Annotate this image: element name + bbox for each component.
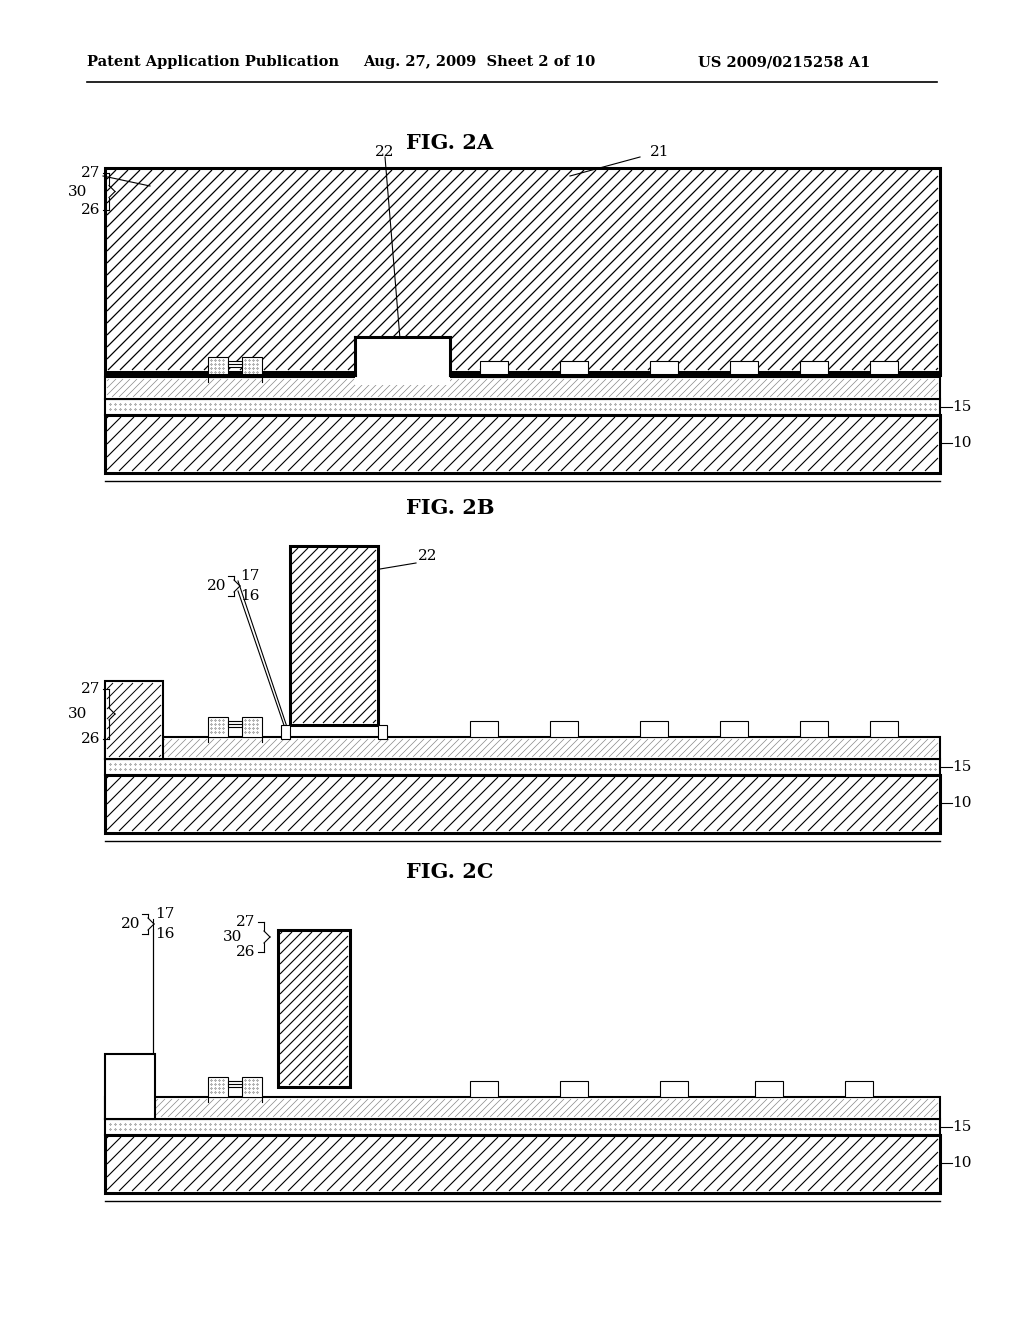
Bar bbox=[660, 1081, 688, 1097]
Bar bbox=[105, 1053, 155, 1119]
Text: 20: 20 bbox=[121, 917, 140, 931]
Bar bbox=[550, 721, 578, 737]
Bar bbox=[242, 717, 262, 737]
Bar bbox=[208, 1077, 228, 1097]
Text: FIG. 2B: FIG. 2B bbox=[406, 498, 495, 517]
Text: 20: 20 bbox=[207, 579, 226, 593]
Bar bbox=[105, 1097, 940, 1119]
Text: 16: 16 bbox=[155, 927, 174, 941]
Text: FIG. 2A: FIG. 2A bbox=[407, 133, 494, 153]
Text: 21: 21 bbox=[650, 145, 670, 158]
Text: 15: 15 bbox=[952, 760, 972, 774]
Text: Patent Application Publication: Patent Application Publication bbox=[87, 55, 339, 69]
Bar bbox=[105, 737, 940, 759]
Text: 17: 17 bbox=[155, 907, 174, 921]
Text: 30: 30 bbox=[68, 185, 87, 198]
Bar bbox=[480, 360, 508, 378]
Text: 22: 22 bbox=[375, 145, 394, 158]
Bar bbox=[228, 1081, 242, 1086]
Bar bbox=[105, 1135, 940, 1193]
Bar bbox=[105, 168, 940, 372]
Bar bbox=[800, 360, 828, 378]
Bar bbox=[560, 1081, 588, 1097]
Bar bbox=[560, 360, 588, 378]
Bar bbox=[650, 360, 678, 378]
Text: 26: 26 bbox=[236, 945, 255, 960]
Bar bbox=[290, 546, 378, 725]
Text: Aug. 27, 2009  Sheet 2 of 10: Aug. 27, 2009 Sheet 2 of 10 bbox=[362, 55, 595, 69]
Bar bbox=[640, 721, 668, 737]
Text: 10: 10 bbox=[952, 1156, 972, 1170]
Bar bbox=[278, 931, 350, 1086]
Text: 17: 17 bbox=[240, 569, 259, 583]
Bar bbox=[242, 356, 262, 378]
Bar bbox=[105, 759, 940, 775]
Text: 26: 26 bbox=[81, 203, 100, 216]
Text: 26: 26 bbox=[81, 733, 100, 746]
Bar bbox=[105, 681, 163, 759]
Bar bbox=[228, 721, 242, 727]
Text: 30: 30 bbox=[68, 708, 87, 721]
Bar bbox=[228, 360, 242, 367]
Text: 27: 27 bbox=[81, 682, 100, 696]
Bar bbox=[281, 725, 290, 739]
Text: US 2009/0215258 A1: US 2009/0215258 A1 bbox=[698, 55, 870, 69]
Bar bbox=[470, 1081, 498, 1097]
Text: 16: 16 bbox=[240, 589, 259, 603]
Text: 27: 27 bbox=[236, 915, 255, 929]
Bar bbox=[208, 356, 228, 378]
Bar bbox=[355, 337, 450, 385]
Bar bbox=[720, 721, 748, 737]
Bar bbox=[870, 721, 898, 737]
Bar bbox=[730, 360, 758, 378]
Text: 30: 30 bbox=[222, 931, 242, 944]
Bar bbox=[105, 399, 940, 414]
Text: 10: 10 bbox=[952, 796, 972, 810]
Text: FIG. 2C: FIG. 2C bbox=[407, 862, 494, 882]
Bar bbox=[378, 725, 387, 739]
Text: 10: 10 bbox=[952, 436, 972, 450]
Text: 22: 22 bbox=[418, 549, 437, 564]
Bar bbox=[755, 1081, 783, 1097]
Text: 15: 15 bbox=[952, 1119, 972, 1134]
Bar bbox=[800, 721, 828, 737]
Bar bbox=[845, 1081, 873, 1097]
Bar bbox=[242, 1077, 262, 1097]
Bar bbox=[105, 414, 940, 473]
Bar bbox=[105, 1119, 940, 1135]
Bar bbox=[208, 717, 228, 737]
Bar bbox=[105, 378, 940, 399]
Bar bbox=[470, 721, 498, 737]
Bar bbox=[870, 360, 898, 378]
Text: 15: 15 bbox=[952, 400, 972, 414]
Text: 27: 27 bbox=[81, 166, 100, 180]
Bar bbox=[105, 775, 940, 833]
